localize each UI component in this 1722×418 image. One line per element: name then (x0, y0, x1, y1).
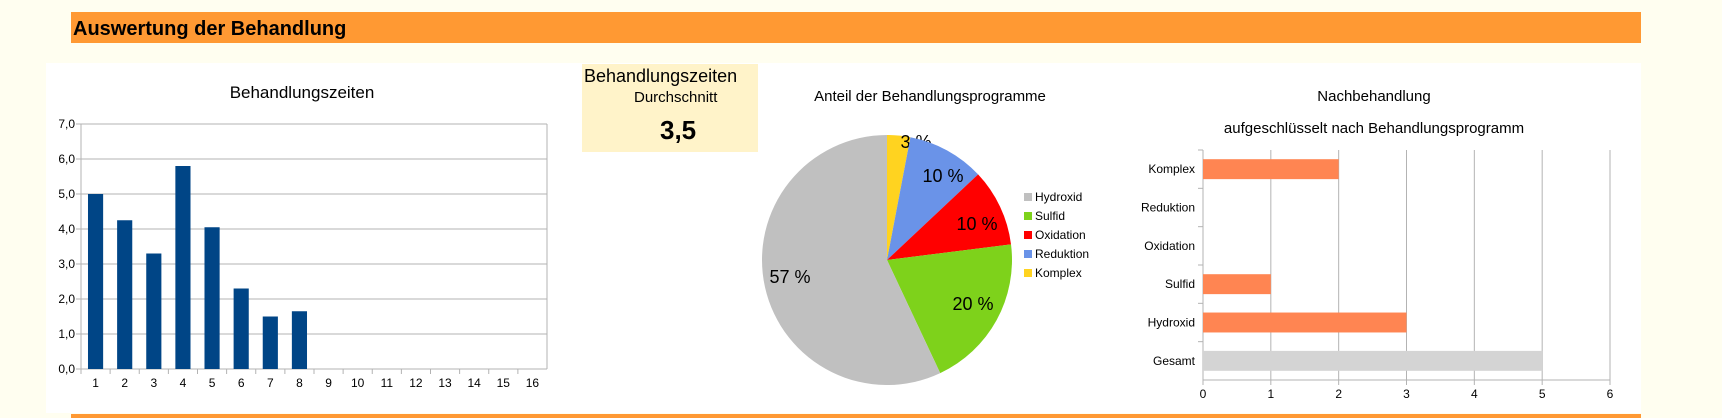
pie-slice (887, 137, 979, 260)
x-tick-label: 7 (267, 376, 274, 390)
x-tick-label: 16 (526, 376, 540, 390)
bar (291, 311, 308, 369)
legend-swatch (1024, 250, 1032, 258)
pie-slice-label: 20 % (952, 294, 993, 314)
x-tick-label: 4 (180, 376, 187, 390)
legend-swatch (1024, 193, 1032, 201)
x-tick-label: 5 (209, 376, 216, 390)
legend-swatch (1024, 212, 1032, 220)
legend-swatch (1024, 231, 1032, 239)
x-tick-label: 5 (1539, 387, 1546, 401)
bar (1203, 350, 1543, 371)
x-tick-label: 8 (296, 376, 303, 390)
bar (1203, 312, 1407, 333)
x-tick-label: 11 (381, 376, 394, 390)
average-box (582, 64, 758, 152)
bar (204, 227, 220, 369)
y-tick-label: Oxidation (1144, 239, 1195, 253)
bar (1203, 274, 1271, 295)
x-tick-label: 10 (351, 376, 365, 390)
pie-slice (762, 135, 941, 385)
x-tick-label: 2 (1335, 387, 1342, 401)
x-tick-label: 6 (1607, 387, 1614, 401)
x-tick-label: 1 (92, 376, 99, 390)
y-tick-label: 5,0 (58, 187, 75, 201)
y-tick-label: Reduktion (1141, 201, 1195, 215)
average-value: 3,5 (660, 115, 697, 145)
pie-chart-title: Anteil der Behandlungsprogramme (814, 88, 1046, 105)
bar (175, 166, 191, 369)
x-tick-label: 1 (1267, 387, 1274, 401)
y-tick-label: 7,0 (58, 117, 75, 131)
y-tick-label: 1,0 (58, 327, 75, 341)
legend-label: Hydroxid (1035, 190, 1082, 204)
x-tick-label: 14 (468, 376, 482, 390)
y-tick-label: 0,0 (58, 362, 75, 376)
pie-slice-label: 10 % (922, 166, 963, 186)
x-tick-label: 15 (497, 376, 511, 390)
x-tick-label: 9 (325, 376, 332, 390)
pie-slice (887, 135, 911, 260)
header-bar (71, 12, 1641, 43)
bar (117, 220, 133, 369)
legend-label: Komplex (1035, 266, 1082, 280)
legend-label: Oxidation (1035, 228, 1086, 242)
x-tick-label: 3 (1403, 387, 1410, 401)
bar-chart-title: Behandlungszeiten (230, 83, 375, 102)
legend-label: Sulfid (1035, 209, 1065, 223)
y-tick-label: Sulfid (1165, 277, 1195, 291)
x-tick-label: 13 (438, 376, 452, 390)
y-tick-label: Gesamt (1153, 354, 1196, 368)
y-tick-label: 2,0 (58, 292, 75, 306)
pie-slice (887, 244, 1012, 374)
average-title: Behandlungszeiten (584, 66, 738, 86)
average-subtitle: Durchschnitt (634, 89, 718, 106)
x-tick-label: 6 (238, 376, 245, 390)
x-tick-label: 12 (409, 376, 423, 390)
y-tick-label: 3,0 (58, 257, 75, 271)
bottom-divider (71, 414, 1641, 418)
bar (146, 253, 162, 369)
pie-slice-label: 10 % (956, 214, 997, 234)
x-tick-label: 2 (121, 376, 128, 390)
bar (262, 316, 278, 369)
x-tick-label: 3 (150, 376, 157, 390)
legend-swatch (1024, 269, 1032, 277)
page-title: Auswertung der Behandlung (73, 18, 347, 40)
x-tick-label: 4 (1471, 387, 1478, 401)
y-tick-label: 6,0 (58, 152, 75, 166)
y-tick-label: 4,0 (58, 222, 75, 236)
hbar-chart-subtitle: aufgeschlüsselt nach Behandlungsprogramm (1224, 120, 1524, 137)
x-tick-label: 0 (1200, 387, 1207, 401)
bar (87, 194, 104, 369)
y-tick-label: Komplex (1148, 162, 1195, 176)
pie-slice (887, 174, 1012, 260)
bar (233, 288, 249, 369)
pie-slice-label: 57 % (769, 267, 810, 287)
program-share-pie-chart: Anteil der Behandlungsprogramme 3 %10 %1… (762, 88, 1089, 385)
y-tick-label: Hydroxid (1148, 316, 1195, 330)
bar (1203, 159, 1339, 180)
legend-label: Reduktion (1035, 247, 1089, 261)
treatment-times-bar-chart: Behandlungszeiten 0,0 1,0 2,0 3,0 4,0 5,0 6,0 7… (58, 83, 548, 390)
hbar-chart-title: Nachbehandlung (1317, 88, 1430, 105)
